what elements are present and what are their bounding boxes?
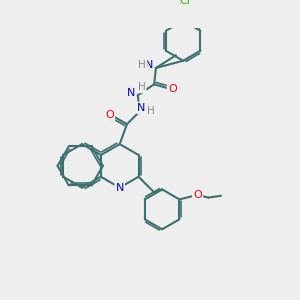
- Text: N: N: [137, 103, 146, 113]
- Text: O: O: [168, 84, 177, 94]
- Text: H: H: [147, 106, 154, 116]
- Text: N: N: [116, 183, 124, 193]
- Text: Cl: Cl: [179, 0, 191, 6]
- Text: H: H: [139, 60, 146, 70]
- Text: O: O: [193, 190, 202, 200]
- Text: O: O: [105, 110, 114, 120]
- Text: N: N: [126, 88, 135, 98]
- Text: H: H: [138, 82, 145, 92]
- Text: N: N: [145, 60, 153, 70]
